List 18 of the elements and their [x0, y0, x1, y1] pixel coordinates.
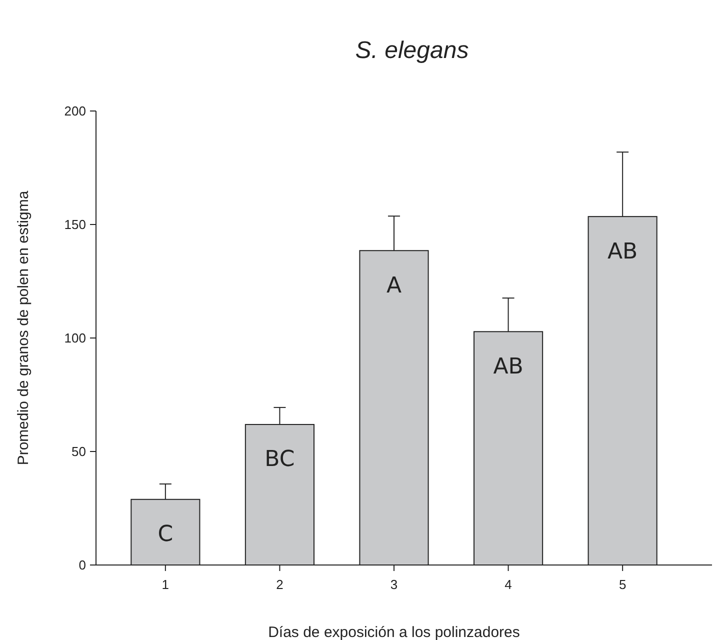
y-tick-label: 200 [64, 104, 86, 119]
annotation: C [158, 522, 174, 548]
y-tick-label: 150 [64, 217, 86, 232]
annotation: AB [493, 354, 524, 380]
x-tick-label: 2 [276, 577, 284, 592]
x-axis-title: Días de exposición a los polinzadores [268, 624, 520, 640]
y-axis-title: Promedio de granos de polen en estigma [15, 190, 32, 466]
x-tick-label: 5 [618, 577, 626, 592]
chart-title: S. elegans [355, 37, 469, 64]
annotation: BC [264, 447, 295, 472]
annotation: A [386, 273, 402, 298]
annotation: AB [607, 239, 638, 264]
x-tick-label: 3 [390, 577, 398, 592]
x-tick-label: 1 [162, 577, 170, 592]
x-tick-label: 4 [504, 577, 512, 592]
y-tick-label: 0 [78, 558, 86, 573]
y-tick-label: 100 [64, 330, 86, 346]
y-tick-label: 50 [72, 444, 86, 460]
